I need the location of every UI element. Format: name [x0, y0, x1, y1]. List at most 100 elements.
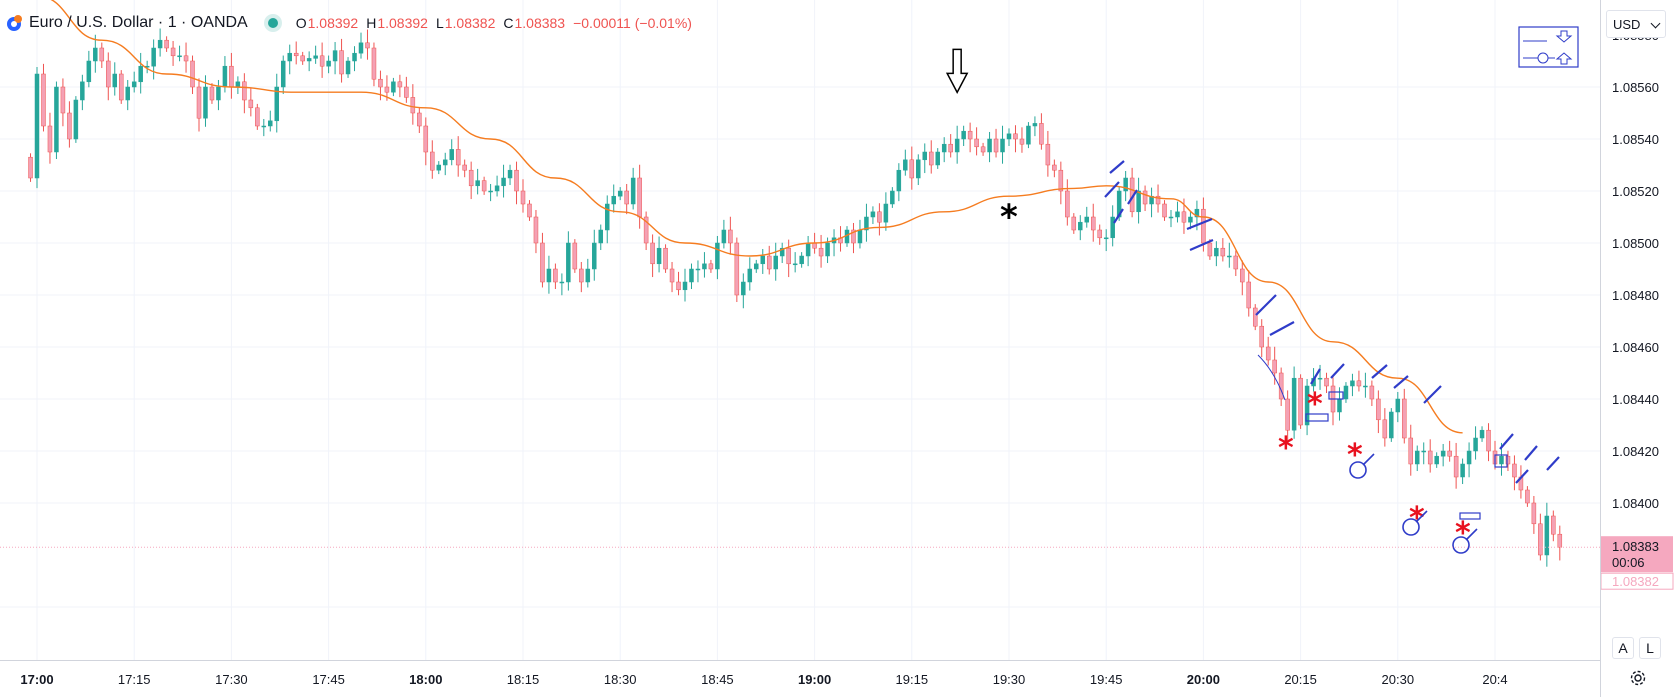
candle: [559, 273, 565, 296]
candle: [1538, 513, 1543, 561]
candle: [1434, 452, 1439, 468]
candle-body: [514, 169, 519, 192]
candle: [203, 75, 208, 127]
candle-body: [417, 112, 422, 127]
candle-body: [1479, 429, 1485, 439]
time-axis[interactable]: [0, 660, 1600, 697]
candle: [1227, 242, 1232, 268]
low-price-badge: [1600, 572, 1674, 590]
candle: [28, 153, 33, 182]
candle-body: [1376, 398, 1381, 421]
candle-body: [73, 99, 79, 140]
candle-body: [1551, 515, 1556, 535]
candle: [1298, 374, 1303, 429]
candle: [663, 244, 668, 273]
candle-body: [1090, 216, 1096, 231]
moving-average-line: [50, 0, 1463, 434]
candle-body: [1071, 216, 1077, 231]
candle: [1518, 465, 1524, 499]
candle: [1065, 179, 1070, 226]
blue-stroke-marker: [1546, 456, 1560, 471]
candle: [637, 164, 642, 229]
candle: [507, 164, 513, 186]
currency-button[interactable]: USD: [1606, 10, 1666, 38]
candle-body: [481, 180, 487, 192]
candle-body: [196, 86, 202, 119]
candle-body: [1369, 385, 1375, 400]
candle: [1188, 211, 1193, 230]
candle-body: [345, 60, 351, 75]
candle-body: [773, 255, 778, 270]
candle-body: [857, 229, 863, 244]
price-axis[interactable]: [1600, 0, 1674, 697]
candle-body: [1227, 255, 1232, 258]
candle-body: [1486, 429, 1491, 452]
blue-box-marker: [1305, 413, 1329, 422]
candle: [1026, 122, 1031, 149]
candle: [974, 127, 979, 156]
auto-scale-button[interactable]: A: [1612, 637, 1634, 659]
candle: [481, 176, 487, 195]
candle-body: [1460, 463, 1465, 478]
candle-body: [1188, 216, 1193, 223]
candle-body: [721, 229, 727, 244]
candle-body: [799, 255, 804, 265]
candle-body: [760, 255, 766, 265]
candle-body: [1544, 515, 1550, 556]
candle: [1505, 450, 1511, 472]
candle: [1019, 127, 1025, 153]
candle-body: [1427, 450, 1433, 465]
candle: [1175, 201, 1180, 223]
candle-body: [1013, 133, 1018, 140]
candle-body: [235, 81, 241, 88]
candle-body: [669, 268, 675, 283]
candle-body: [164, 39, 169, 49]
candle: [319, 42, 325, 78]
candle-body: [404, 86, 409, 98]
candle: [306, 51, 312, 72]
candle-body: [261, 125, 267, 128]
candle-body: [494, 185, 500, 192]
candle: [980, 142, 986, 156]
candle-body: [1214, 247, 1219, 257]
candle-body: [1168, 216, 1174, 219]
candle-body: [209, 86, 215, 101]
candle-body: [916, 159, 921, 179]
candle: [112, 62, 118, 96]
candle: [1376, 390, 1381, 434]
price-tick-label: 1.08440: [1612, 392, 1659, 407]
asterisk-marker: *: [1000, 197, 1018, 237]
candle-body: [170, 47, 176, 57]
candle: [73, 96, 79, 143]
price-tick-label: 1.08420: [1612, 444, 1659, 459]
candle: [546, 255, 552, 294]
candle-body: [177, 55, 182, 58]
time-tick-label: 20:30: [1382, 672, 1415, 687]
candle-body: [1032, 123, 1038, 127]
candle-body: [1058, 169, 1064, 192]
log-scale-button[interactable]: L: [1639, 637, 1661, 659]
candle-body: [99, 47, 105, 62]
candle: [1531, 495, 1537, 534]
candle: [455, 136, 461, 177]
candle: [293, 41, 299, 65]
candle-body: [611, 195, 616, 205]
candle-body: [319, 55, 325, 67]
candle-body: [300, 55, 305, 62]
candle: [708, 259, 714, 273]
candle: [1058, 161, 1064, 205]
candle-body: [1019, 138, 1025, 145]
gear-icon[interactable]: [1628, 668, 1648, 688]
symbol-title[interactable]: Euro / U.S. Dollar · 1 · OANDA: [29, 14, 248, 31]
candle-body: [255, 107, 260, 127]
candle: [67, 101, 72, 148]
candle: [831, 229, 837, 257]
candle-body: [1155, 195, 1161, 205]
candle-body: [1538, 523, 1543, 556]
candle-body: [851, 229, 856, 244]
blue-box-marker: [1328, 391, 1344, 400]
time-tick-label: 17:45: [312, 672, 345, 687]
candle-body: [974, 138, 979, 148]
